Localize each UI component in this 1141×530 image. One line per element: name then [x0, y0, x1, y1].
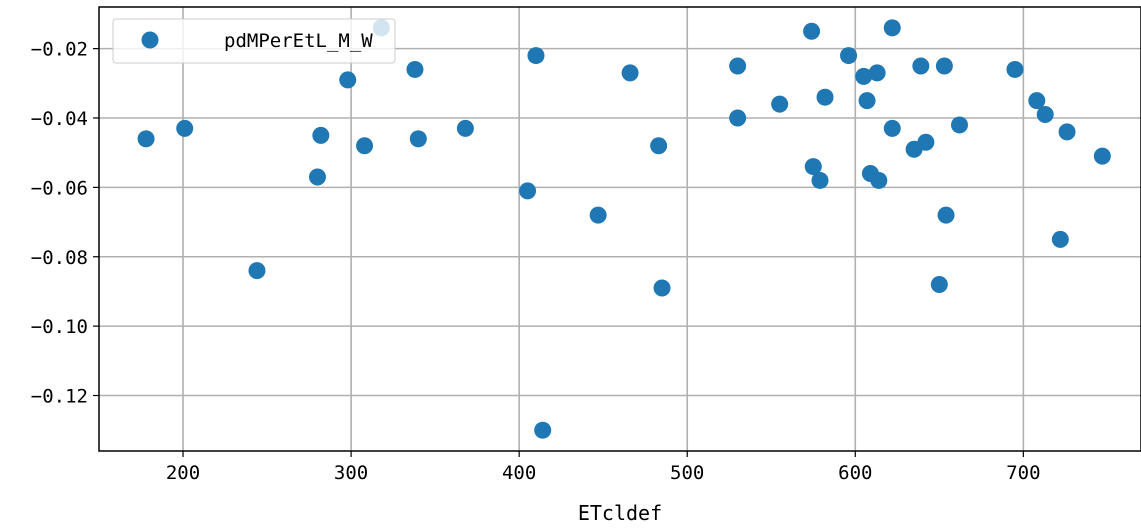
y-tick-label: −0.12: [31, 386, 88, 408]
scatter-point: [650, 137, 668, 155]
points-layer: [137, 19, 1111, 439]
scatter-point: [729, 57, 747, 75]
y-tick-label: −0.10: [31, 316, 88, 338]
y-tick-label: −0.04: [31, 108, 88, 130]
scatter-point: [653, 279, 671, 297]
scatter-point: [930, 276, 948, 293]
scatter-point: [534, 421, 552, 439]
scatter-point: [456, 119, 474, 137]
scatter-point: [840, 47, 858, 65]
scatter-point: [1051, 230, 1069, 248]
scatter-point: [1093, 147, 1111, 165]
x-tick-label: 400: [502, 462, 536, 484]
scatter-point: [409, 130, 427, 148]
scatter-point: [950, 116, 968, 134]
scatter-point: [308, 168, 326, 186]
legend: pdMPerEtL_M_W: [112, 18, 396, 64]
scatter-point: [356, 137, 374, 155]
scatter-point: [870, 171, 888, 189]
scatter-point: [804, 158, 822, 176]
x-tick-label: 200: [166, 462, 200, 484]
scatter-point: [1006, 60, 1024, 78]
scatter-point: [339, 71, 357, 89]
y-tick-label: −0.08: [31, 247, 88, 269]
scatter-point: [858, 92, 876, 110]
scatter-point: [1036, 106, 1054, 124]
ticks-layer: 200 300 400 500 600 700 −0.12 −0.10 −0.08 −0.06 −0…: [31, 39, 1041, 484]
x-tick-label: 300: [334, 462, 368, 484]
scatter-point: [312, 126, 330, 144]
y-tick-label: −0.06: [31, 177, 88, 199]
scatter-point: [248, 262, 266, 280]
grid-layer: [99, 7, 1141, 451]
scatter-point: [883, 119, 901, 137]
x-tick-label: 500: [670, 462, 704, 484]
scatter-point: [917, 133, 935, 151]
scatter-point: [729, 109, 747, 127]
plot-frame: [98, 6, 1141, 452]
scatter-point: [1028, 92, 1046, 110]
legend-label: pdMPerEtL_M_W: [224, 30, 373, 52]
scatter-point: [527, 47, 545, 65]
y-tick-label: −0.02: [31, 39, 88, 61]
scatter-point: [406, 60, 424, 78]
scatter-point: [883, 19, 901, 37]
scatter-point: [935, 57, 953, 75]
scatter-point: [912, 57, 930, 75]
legend-box: [112, 18, 396, 64]
scatter-point: [621, 64, 639, 82]
scatter-point: [803, 22, 821, 40]
scatter-point: [519, 182, 537, 200]
scatter-point: [816, 88, 834, 106]
scatter-point: [771, 95, 789, 113]
x-tick-label: 700: [1006, 462, 1040, 484]
scatter-point: [937, 206, 955, 224]
scatter-point: [855, 67, 873, 85]
scatter-point: [868, 64, 886, 82]
scatter-point: [1058, 123, 1076, 141]
x-tick-label: 600: [838, 462, 872, 484]
x-axis-title: ETcldef: [578, 501, 662, 525]
scatter-point: [811, 171, 829, 189]
scatter-point: [176, 119, 194, 137]
legend-marker: [141, 31, 159, 49]
scatter-point: [137, 130, 155, 148]
scatter-point: [589, 206, 607, 224]
